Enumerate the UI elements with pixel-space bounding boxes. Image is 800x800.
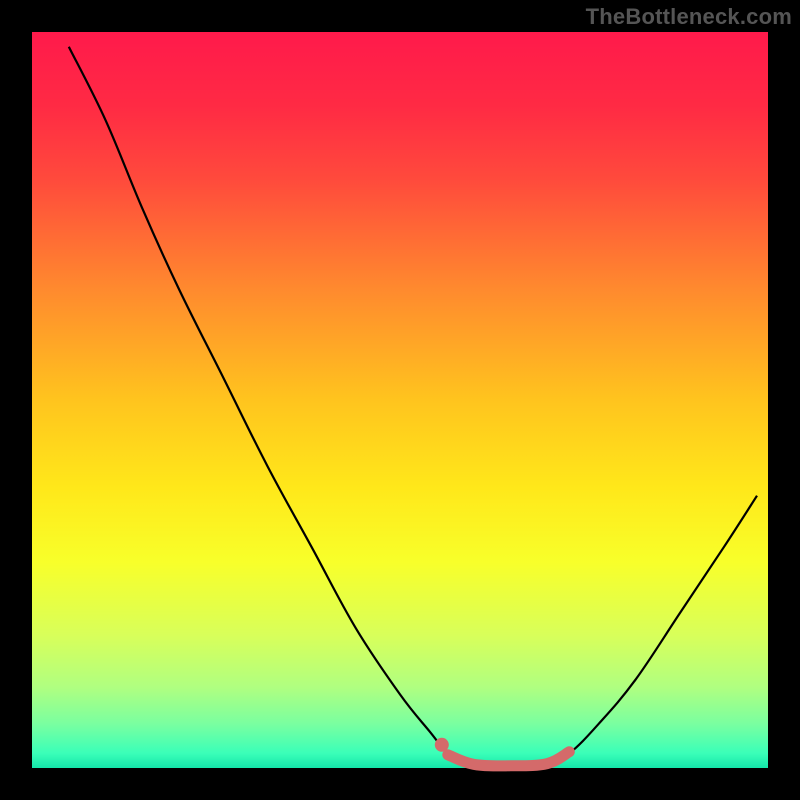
watermark-text: TheBottleneck.com	[586, 4, 792, 30]
chart-canvas: TheBottleneck.com	[0, 0, 800, 800]
bottleneck-chart-svg	[0, 0, 800, 800]
target-zone-start-dot	[435, 738, 449, 752]
gradient-plot-area	[32, 32, 768, 768]
